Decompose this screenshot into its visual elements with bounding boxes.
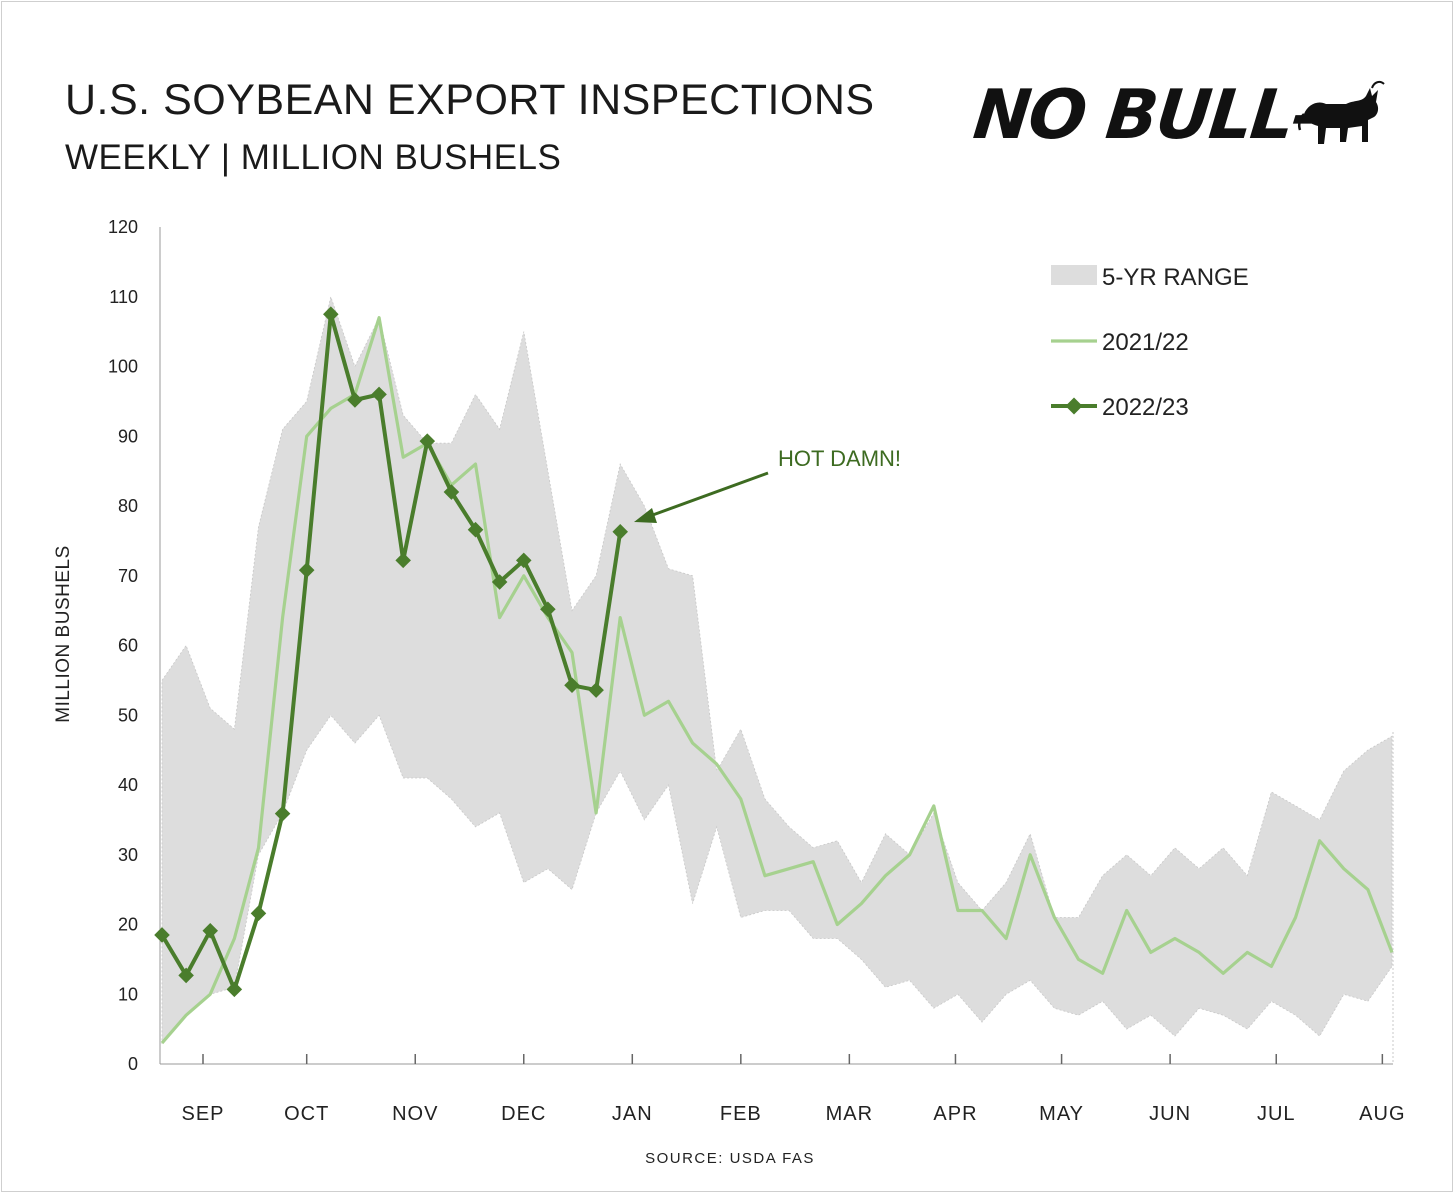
series-2022-23-point bbox=[250, 905, 267, 922]
x-tick-label: NOV bbox=[392, 1103, 438, 1125]
legend-range-swatch bbox=[1051, 265, 1097, 285]
y-tick-label: 80 bbox=[118, 496, 138, 516]
legend-label-range: 5-YR RANGE bbox=[1102, 264, 1249, 291]
series-2022-23-line bbox=[160, 312, 623, 992]
annotation-text: HOT DAMN! bbox=[778, 446, 901, 471]
series-2022-23-point bbox=[612, 524, 629, 540]
x-tick-label: OCT bbox=[284, 1103, 329, 1125]
legend-label-2022: 2022/23 bbox=[1102, 394, 1189, 421]
x-tick-label: JAN bbox=[612, 1103, 653, 1125]
series-2022-23-point bbox=[515, 552, 532, 569]
y-tick-label: 90 bbox=[118, 426, 138, 446]
annotation: HOT DAMN! bbox=[634, 446, 901, 523]
source-note: SOURCE: USDA FAS bbox=[645, 1150, 815, 1167]
legend: 5-YR RANGE 2021/22 2022/23 bbox=[1051, 264, 1249, 421]
x-tick-label: MAY bbox=[1039, 1103, 1084, 1125]
y-tick-label: 20 bbox=[118, 915, 138, 935]
annotation-arrow-line bbox=[649, 471, 769, 518]
series-2022-23-point bbox=[226, 981, 243, 998]
series-2022-23-point bbox=[564, 677, 580, 694]
y-axis-label: MILLION BUSHELS bbox=[53, 545, 74, 723]
y-tick-label: 40 bbox=[118, 775, 138, 795]
y-tick-label: 110 bbox=[109, 287, 138, 307]
legend-label-2021: 2021/22 bbox=[1102, 329, 1189, 356]
y-tick-label: 0 bbox=[128, 1054, 138, 1074]
chart-subtitle: WEEKLY | MILLION BUSHELS bbox=[65, 138, 562, 177]
y-tick-label: 100 bbox=[108, 357, 138, 377]
x-tick-label: MAR bbox=[826, 1103, 873, 1125]
x-tick-label: FEB bbox=[720, 1103, 762, 1125]
chart-title: U.S. SOYBEAN EXPORT INSPECTIONS bbox=[65, 76, 875, 124]
x-tick-label: JUN bbox=[1149, 1103, 1191, 1125]
five-year-range-area bbox=[161, 295, 1393, 1045]
annotation-arrowhead bbox=[634, 508, 657, 523]
y-tick-label: 70 bbox=[118, 566, 138, 586]
series-2022-23-point bbox=[540, 601, 556, 618]
no-bull-logo: NO BULL— bbox=[970, 68, 1394, 168]
series-2021-22-line bbox=[160, 316, 1394, 1045]
y-tick-label: 30 bbox=[118, 845, 138, 865]
series-2022-23-point bbox=[178, 967, 194, 984]
y-tick-label: 10 bbox=[118, 984, 138, 1004]
legend-2022-marker bbox=[1065, 397, 1083, 415]
x-tick-label: SEP bbox=[181, 1103, 224, 1125]
x-tick-label: DEC bbox=[501, 1103, 546, 1125]
bull-icon bbox=[1297, 80, 1385, 144]
y-axis-ticks: 0 10 20 30 40 50 60 70 80 90 100 110 120 bbox=[108, 217, 138, 1074]
y-tick-label: 50 bbox=[118, 705, 138, 725]
y-tick-label: 120 bbox=[108, 217, 138, 237]
x-tick-label: JUL bbox=[1257, 1103, 1296, 1125]
x-tick-label: APR bbox=[933, 1103, 977, 1125]
series-2022-23-point bbox=[588, 682, 604, 698]
x-axis-ticks: SEP OCT NOV DEC JAN FEB MAR APR MAY JUN JUL AUG bbox=[181, 1054, 1405, 1125]
y-tick-label: 60 bbox=[118, 636, 138, 656]
series-2022-23-point bbox=[154, 927, 170, 943]
x-tick-label: AUG bbox=[1359, 1103, 1405, 1125]
series-2022-23-point bbox=[202, 922, 219, 939]
chart-plot: 0 10 20 30 40 50 60 70 80 90 100 110 120 MILLION BUS… bbox=[53, 217, 1405, 1125]
